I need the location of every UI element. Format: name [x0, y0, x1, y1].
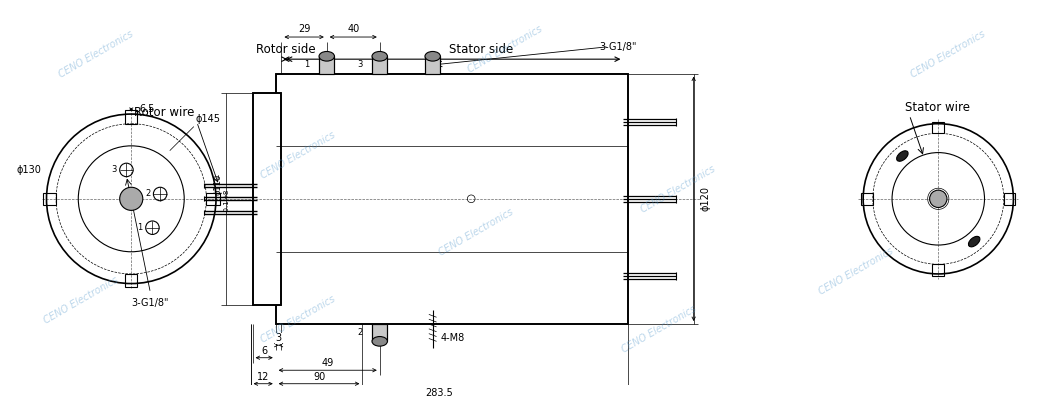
- Ellipse shape: [425, 51, 440, 61]
- Bar: [372, 324, 387, 341]
- Bar: [372, 56, 387, 74]
- Text: 2: 2: [145, 189, 151, 199]
- Bar: [42, 193, 56, 205]
- Bar: [933, 122, 944, 133]
- Text: Rotor wire: Rotor wire: [135, 105, 195, 119]
- Bar: [252, 93, 282, 305]
- Text: CENO Electronics: CENO Electronics: [56, 29, 135, 80]
- Text: ϕ110: ϕ110: [213, 174, 223, 195]
- Ellipse shape: [319, 51, 335, 61]
- Bar: [861, 193, 872, 205]
- Text: +8: +8: [224, 189, 230, 199]
- Text: CENO Electronics: CENO Electronics: [908, 29, 987, 80]
- Text: 6: 6: [261, 346, 267, 356]
- Ellipse shape: [969, 236, 979, 247]
- Text: CENO Electronics: CENO Electronics: [259, 294, 337, 345]
- Ellipse shape: [372, 51, 387, 61]
- Ellipse shape: [372, 337, 387, 346]
- Bar: [933, 264, 944, 276]
- Text: 40: 40: [347, 24, 359, 34]
- Text: 1: 1: [138, 223, 143, 232]
- Text: Stator side: Stator side: [448, 43, 513, 56]
- Text: 3-G1/8": 3-G1/8": [599, 42, 637, 52]
- Bar: [372, 324, 387, 341]
- Text: Rotor side: Rotor side: [257, 43, 316, 56]
- Text: CENO Electronics: CENO Electronics: [466, 24, 544, 75]
- Text: ϕ120: ϕ120: [701, 186, 710, 211]
- Text: CENO Electronics: CENO Electronics: [437, 207, 515, 258]
- Text: 12: 12: [257, 372, 269, 382]
- Text: 3-G1/8": 3-G1/8": [131, 298, 170, 308]
- Text: CENO Electronics: CENO Electronics: [259, 130, 337, 181]
- Text: 4-M8: 4-M8: [440, 334, 464, 343]
- Text: CENO Electronics: CENO Electronics: [42, 275, 120, 325]
- Text: 29: 29: [298, 24, 311, 34]
- Text: ϕ130: ϕ130: [17, 165, 41, 175]
- Bar: [252, 93, 282, 305]
- Text: 2: 2: [357, 328, 363, 337]
- Text: -0.1: -0.1: [224, 200, 230, 213]
- Bar: [425, 56, 440, 74]
- Ellipse shape: [897, 151, 908, 161]
- Bar: [319, 56, 335, 74]
- Circle shape: [930, 190, 947, 207]
- Bar: [207, 193, 219, 205]
- Bar: [1004, 193, 1015, 205]
- Text: 3: 3: [276, 334, 282, 343]
- Text: CENO Electronics: CENO Electronics: [817, 246, 896, 297]
- Text: 283.5: 283.5: [425, 388, 454, 398]
- Text: 3: 3: [111, 166, 117, 174]
- Text: 90: 90: [313, 372, 325, 382]
- Bar: [125, 110, 137, 124]
- Text: CENO Electronics: CENO Electronics: [639, 164, 718, 215]
- Bar: [319, 56, 335, 74]
- Bar: [276, 74, 629, 324]
- Bar: [425, 56, 440, 74]
- Text: 1: 1: [304, 60, 310, 69]
- Text: Stator wire: Stator wire: [904, 101, 970, 114]
- Text: 6.5: 6.5: [139, 104, 155, 114]
- Bar: [372, 56, 387, 74]
- Bar: [276, 74, 629, 324]
- Text: CENO Electronics: CENO Electronics: [620, 303, 699, 354]
- Circle shape: [120, 187, 143, 211]
- Text: 49: 49: [321, 359, 334, 369]
- Text: ϕ145: ϕ145: [196, 114, 220, 124]
- Text: 3: 3: [357, 60, 363, 69]
- Bar: [125, 274, 137, 287]
